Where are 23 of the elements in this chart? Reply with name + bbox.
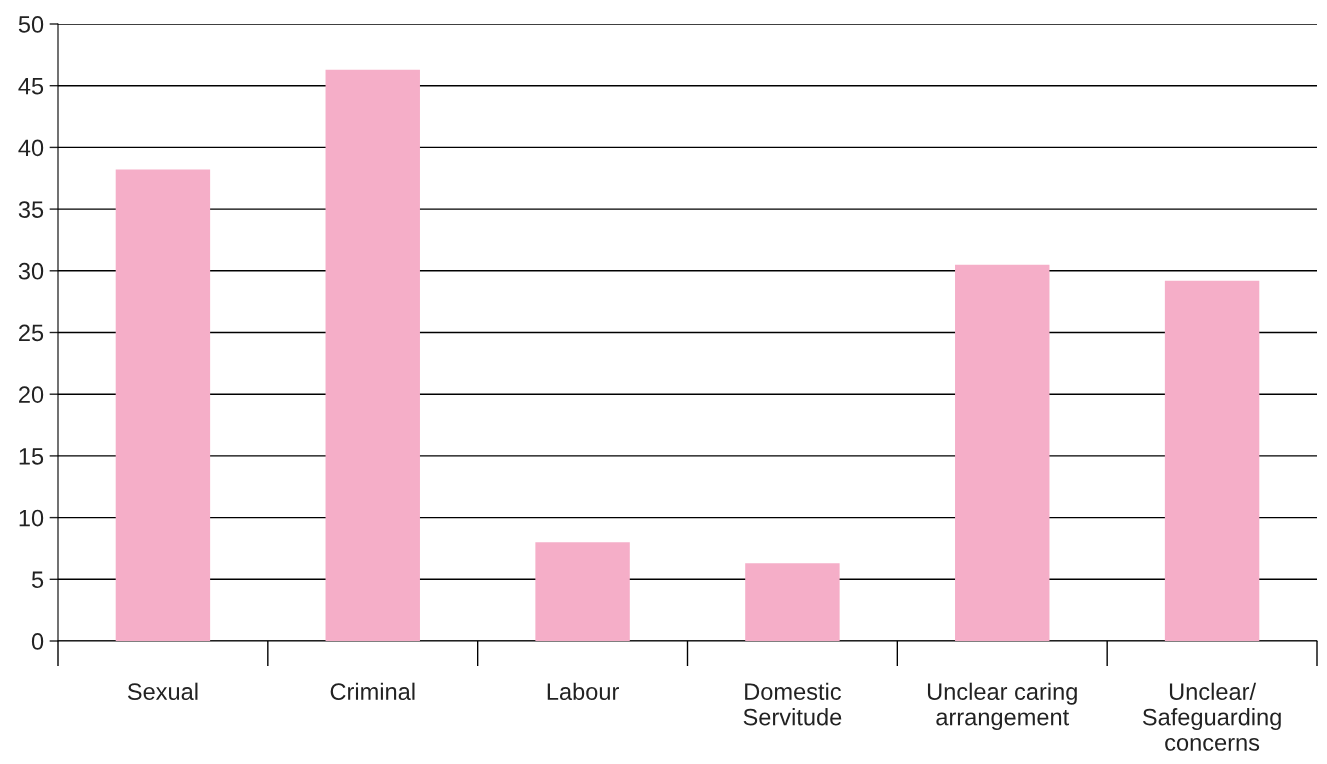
y-tick-label: 50 <box>18 16 44 33</box>
bar <box>115 169 211 641</box>
y-tick-label: 25 <box>19 324 44 342</box>
x-tick-label: Sexual <box>127 682 198 701</box>
bar <box>1164 280 1260 641</box>
y-tick-label: 5 <box>31 571 44 589</box>
x-tick-label: Domestic Servitude <box>743 682 842 726</box>
y-tick-label: 30 <box>18 262 44 280</box>
bar <box>325 69 420 641</box>
y-tick-label: 40 <box>18 139 44 157</box>
bar <box>955 264 1050 641</box>
y-tick-label: 10 <box>19 509 44 527</box>
y-tick-label: 15 <box>19 448 44 465</box>
y-tick-label: 0 <box>31 633 44 650</box>
bar <box>745 563 840 641</box>
y-tick-label: 35 <box>18 201 44 218</box>
y-tick-label: 20 <box>19 386 44 403</box>
x-tick-label: Unclear caring arrangement <box>927 682 1077 731</box>
x-tick-label: Unclear/ Safeguarding concerns <box>1142 682 1281 751</box>
x-tick-label: Criminal <box>330 682 415 701</box>
x-tick-label: Labour <box>547 682 619 701</box>
bar <box>535 542 630 641</box>
y-tick-label: 45 <box>18 78 44 95</box>
